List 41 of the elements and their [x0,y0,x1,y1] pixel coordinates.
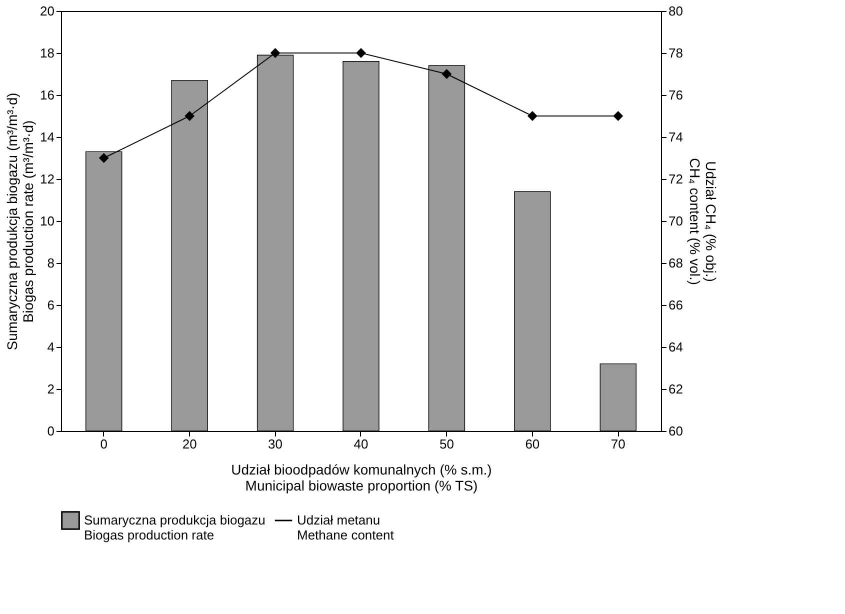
y-tick-label: 16 [40,88,54,102]
y2-tick-label: 70 [668,214,683,228]
y-tick-label: 0 [47,424,54,438]
y-axis-title: Sumaryczna produkcja biogazu (m³/m³·d) Biogas production rate (m³/m³·d) [4,92,36,350]
y-tick-label: 8 [47,256,54,270]
x-tick-label: 70 [610,436,626,452]
y2-tick-label: 78 [668,46,683,60]
point [356,48,366,58]
x-tick-label: 40 [354,436,368,452]
y-tick-label: 6 [47,298,54,312]
y2-tick-label: 66 [668,298,683,312]
x-tick-label: 50 [439,436,454,452]
x-tick-label: 60 [525,436,540,452]
point [528,111,537,121]
y-tick-label: 10 [40,214,54,228]
point [442,69,452,79]
legend-label: Sumaryczna produkcja biogazu Biogas production rate [84,512,266,542]
x-tick-label: 0 [100,436,108,452]
x-axis-title: Udział bioodpadów komunalnych (% s.m.) Municipal biowaste proportion (% TS) [231,462,492,494]
y2-tick-label: 76 [668,88,683,102]
point [99,153,108,163]
point [614,111,623,121]
y2-axis-title: Udział CH₄ (% obj.) CH₄ content (% vol.) [686,158,719,286]
y2-tick-label: 64 [668,340,683,354]
y2-tick-label: 80 [668,4,683,18]
y2-tick-label: 74 [668,130,683,144]
y-tick-label: 18 [40,46,54,60]
y2-tick-label: 60 [668,424,683,438]
y2-tick-label: 68 [668,256,683,270]
y2-tick-label: 62 [668,382,683,396]
x-tick-label: 30 [268,436,283,452]
legend-label: Udział metanu Methane content [297,512,394,542]
y-tick-label: 2 [47,382,54,396]
y-tick-label: 20 [40,4,54,18]
y2-tick-label: 72 [668,172,683,186]
point [270,48,280,58]
point [185,111,194,121]
y-tick-label: 14 [40,130,54,144]
x-tick-label: 20 [182,436,197,452]
y-tick-label: 4 [47,340,54,354]
y-tick-label: 12 [40,172,54,186]
